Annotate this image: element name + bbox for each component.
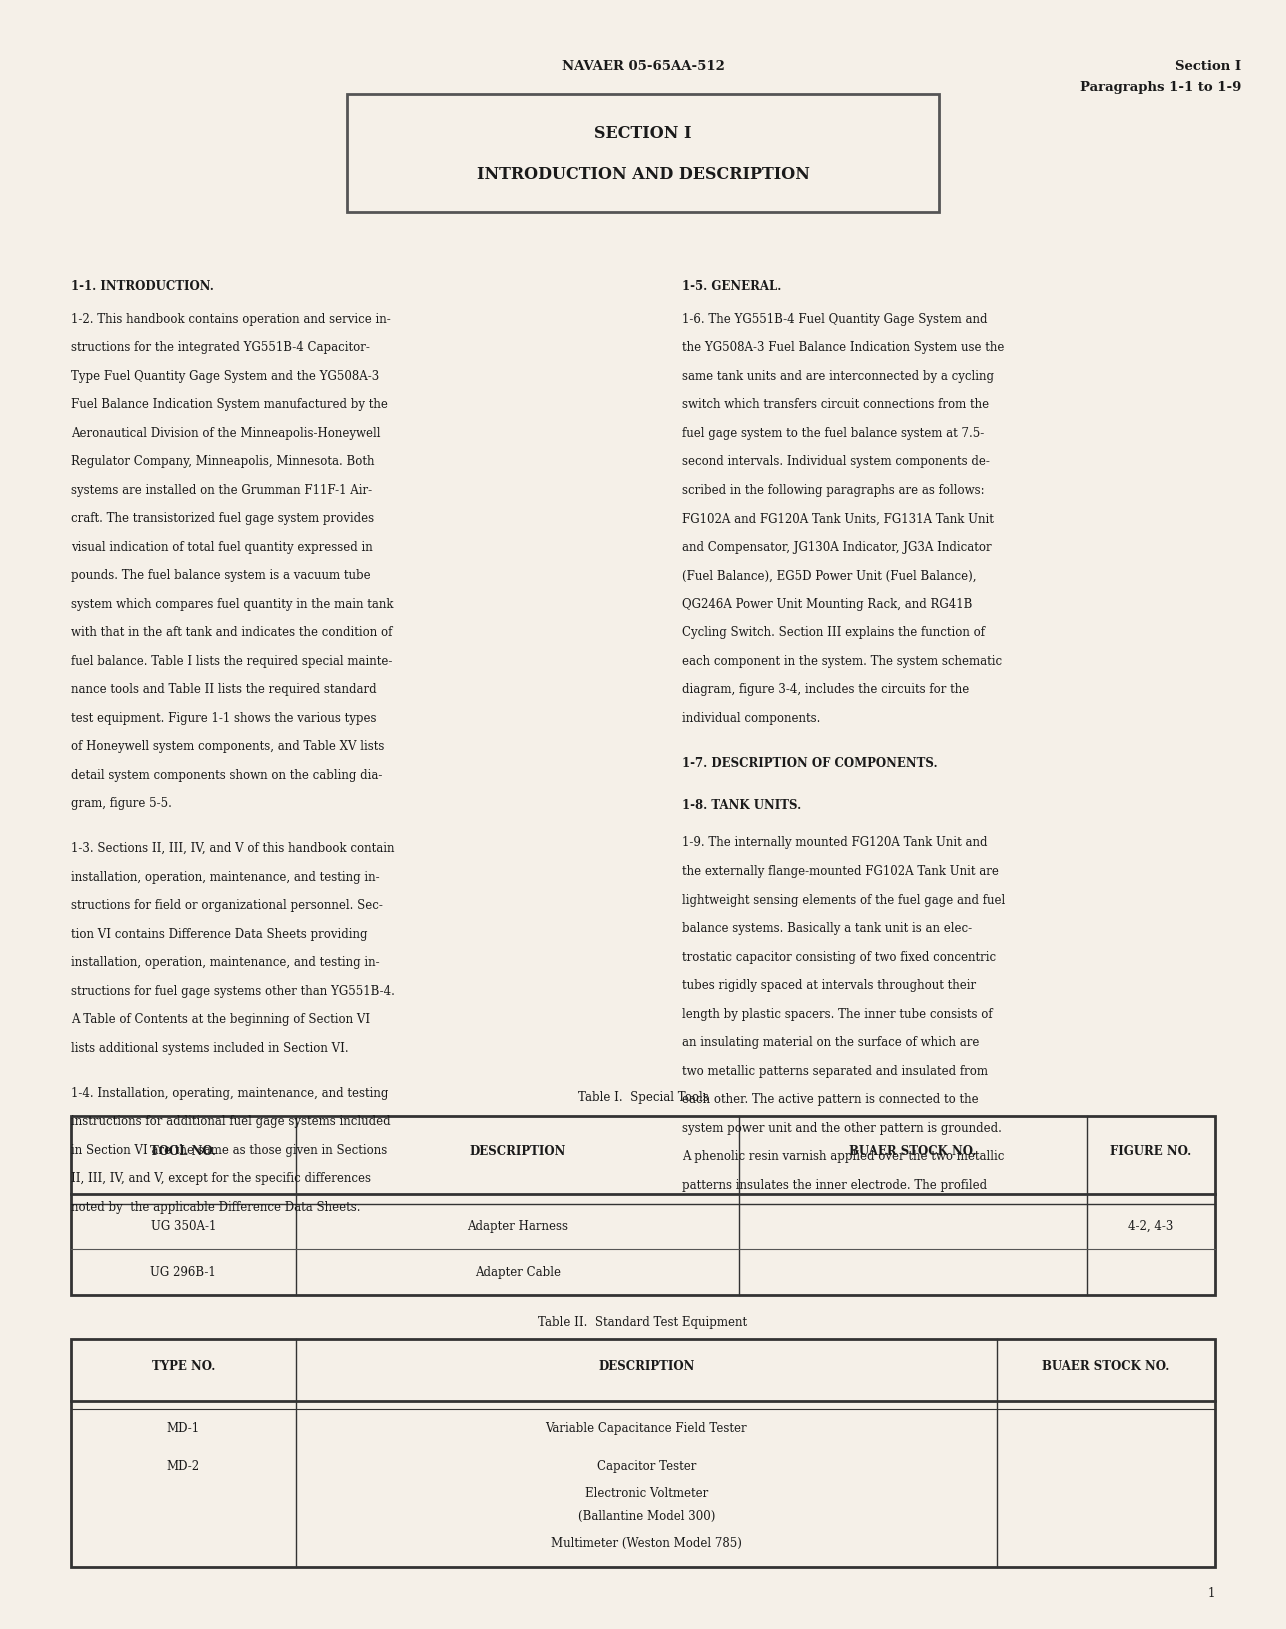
Text: switch which transfers circuit connections from the: switch which transfers circuit connectio…	[682, 397, 989, 411]
Text: each other. The active pattern is connected to the: each other. The active pattern is connec…	[682, 1093, 979, 1106]
Text: Regulator Company, Minneapolis, Minnesota. Both: Regulator Company, Minneapolis, Minnesot…	[71, 454, 374, 468]
Text: 1-2. This handbook contains operation and service in-: 1-2. This handbook contains operation an…	[71, 313, 391, 326]
Text: 1-5. GENERAL.: 1-5. GENERAL.	[682, 280, 781, 293]
Text: NAVAER 05-65AA-512: NAVAER 05-65AA-512	[562, 60, 724, 73]
Text: TOOL NO.: TOOL NO.	[150, 1145, 216, 1158]
Text: DESCRIPTION: DESCRIPTION	[469, 1145, 566, 1158]
Text: II, III, IV, and V, except for the specific differences: II, III, IV, and V, except for the speci…	[71, 1171, 370, 1184]
Text: two metallic patterns separated and insulated from: two metallic patterns separated and insu…	[682, 1064, 988, 1077]
Text: detail system components shown on the cabling dia-: detail system components shown on the ca…	[71, 769, 382, 782]
Text: Section I: Section I	[1175, 60, 1241, 73]
Text: (Ballantine Model 300): (Ballantine Model 300)	[577, 1510, 715, 1523]
Text: Table I.  Special Tools: Table I. Special Tools	[577, 1091, 709, 1104]
Text: the externally flange-mounted FG102A Tank Unit are: the externally flange-mounted FG102A Tan…	[682, 865, 998, 878]
Text: an insulating material on the surface of which are: an insulating material on the surface of…	[682, 1036, 979, 1049]
Text: tubes rigidly spaced at intervals throughout their: tubes rigidly spaced at intervals throug…	[682, 979, 976, 992]
Text: UG 296B-1: UG 296B-1	[150, 1266, 216, 1279]
Text: trostatic capacitor consisting of two fixed concentric: trostatic capacitor consisting of two fi…	[682, 950, 995, 963]
Text: DESCRIPTION: DESCRIPTION	[598, 1360, 694, 1373]
Text: 4-2, 4-3: 4-2, 4-3	[1128, 1220, 1174, 1233]
Text: QG246A Power Unit Mounting Rack, and RG41B: QG246A Power Unit Mounting Rack, and RG4…	[682, 598, 972, 611]
Text: each component in the system. The system schematic: each component in the system. The system…	[682, 655, 1002, 668]
Text: and Compensator, JG130A Indicator, JG3A Indicator: and Compensator, JG130A Indicator, JG3A …	[682, 541, 992, 554]
Text: structions for field or organizational personnel. Sec-: structions for field or organizational p…	[71, 899, 383, 912]
Text: Capacitor Tester: Capacitor Tester	[597, 1460, 696, 1473]
Text: installation, operation, maintenance, and testing in-: installation, operation, maintenance, an…	[71, 956, 379, 969]
Text: second intervals. Individual system components de-: second intervals. Individual system comp…	[682, 454, 989, 468]
Text: fuel balance. Table I lists the required special mainte-: fuel balance. Table I lists the required…	[71, 655, 392, 668]
Text: TYPE NO.: TYPE NO.	[152, 1360, 215, 1373]
Text: 1-9. The internally mounted FG120A Tank Unit and: 1-9. The internally mounted FG120A Tank …	[682, 836, 988, 849]
Text: Table II.  Standard Test Equipment: Table II. Standard Test Equipment	[539, 1316, 747, 1329]
Text: noted by  the applicable Difference Data Sheets.: noted by the applicable Difference Data …	[71, 1201, 360, 1214]
Text: A Table of Contents at the beginning of Section VI: A Table of Contents at the beginning of …	[71, 1013, 370, 1026]
Text: system power unit and the other pattern is grounded.: system power unit and the other pattern …	[682, 1121, 1002, 1134]
Text: Adapter Cable: Adapter Cable	[475, 1266, 561, 1279]
Text: Type Fuel Quantity Gage System and the YG508A-3: Type Fuel Quantity Gage System and the Y…	[71, 370, 379, 383]
Text: BUAER STOCK NO.: BUAER STOCK NO.	[1042, 1360, 1170, 1373]
Text: Variable Capacitance Field Tester: Variable Capacitance Field Tester	[545, 1422, 747, 1435]
Text: FG102A and FG120A Tank Units, FG131A Tank Unit: FG102A and FG120A Tank Units, FG131A Tan…	[682, 512, 994, 525]
Text: lists additional systems included in Section VI.: lists additional systems included in Sec…	[71, 1041, 349, 1054]
Text: fuel gage system to the fuel balance system at 7.5-: fuel gage system to the fuel balance sys…	[682, 427, 984, 440]
Text: test equipment. Figure 1-1 shows the various types: test equipment. Figure 1-1 shows the var…	[71, 712, 377, 725]
Text: 1-1. INTRODUCTION.: 1-1. INTRODUCTION.	[71, 280, 213, 293]
Bar	[347, 94, 939, 212]
Text: diagram, figure 3-4, includes the circuits for the: diagram, figure 3-4, includes the circui…	[682, 683, 968, 696]
Text: installation, operation, maintenance, and testing in-: installation, operation, maintenance, an…	[71, 870, 379, 883]
Text: visual indication of total fuel quantity expressed in: visual indication of total fuel quantity…	[71, 541, 373, 554]
Text: SECTION I: SECTION I	[594, 125, 692, 142]
Text: 1-4. Installation, operating, maintenance, and testing: 1-4. Installation, operating, maintenanc…	[71, 1087, 388, 1100]
Text: length by plastic spacers. The inner tube consists of: length by plastic spacers. The inner tub…	[682, 1007, 993, 1020]
Text: Paragraphs 1-1 to 1-9: Paragraphs 1-1 to 1-9	[1080, 81, 1241, 94]
Text: 1-6. The YG551B-4 Fuel Quantity Gage System and: 1-6. The YG551B-4 Fuel Quantity Gage Sys…	[682, 313, 988, 326]
Text: nance tools and Table II lists the required standard: nance tools and Table II lists the requi…	[71, 683, 377, 696]
Bar	[71, 1116, 1215, 1295]
Text: same tank units and are interconnected by a cycling: same tank units and are interconnected b…	[682, 370, 994, 383]
Text: MD-2: MD-2	[167, 1460, 199, 1473]
Text: in Section VI are the same as those given in Sections: in Section VI are the same as those give…	[71, 1144, 387, 1157]
Text: 1-3. Sections II, III, IV, and V of this handbook contain: 1-3. Sections II, III, IV, and V of this…	[71, 842, 395, 855]
Text: balance systems. Basically a tank unit is an elec-: balance systems. Basically a tank unit i…	[682, 922, 972, 935]
Text: 1-8. TANK UNITS.: 1-8. TANK UNITS.	[682, 800, 801, 813]
Text: (Fuel Balance), EG5D Power Unit (Fuel Balance),: (Fuel Balance), EG5D Power Unit (Fuel Ba…	[682, 569, 976, 582]
Text: 1-7. DESCRIPTION OF COMPONENTS.: 1-7. DESCRIPTION OF COMPONENTS.	[682, 756, 937, 769]
Text: structions for the integrated YG551B-4 Capacitor-: structions for the integrated YG551B-4 C…	[71, 340, 369, 353]
Text: scribed in the following paragraphs are as follows:: scribed in the following paragraphs are …	[682, 484, 984, 497]
Text: lightweight sensing elements of the fuel gage and fuel: lightweight sensing elements of the fuel…	[682, 893, 1004, 906]
Text: Fuel Balance Indication System manufactured by the: Fuel Balance Indication System manufactu…	[71, 397, 387, 411]
Text: system which compares fuel quantity in the main tank: system which compares fuel quantity in t…	[71, 598, 394, 611]
Bar	[71, 1339, 1215, 1567]
Text: with that in the aft tank and indicates the condition of: with that in the aft tank and indicates …	[71, 626, 392, 639]
Text: A phenolic resin varnish applied over the two metallic: A phenolic resin varnish applied over th…	[682, 1150, 1004, 1163]
Text: structions for fuel gage systems other than YG551B-4.: structions for fuel gage systems other t…	[71, 984, 395, 997]
Text: pounds. The fuel balance system is a vacuum tube: pounds. The fuel balance system is a vac…	[71, 569, 370, 582]
Text: patterns insulates the inner electrode. The profiled: patterns insulates the inner electrode. …	[682, 1178, 986, 1191]
Text: INTRODUCTION AND DESCRIPTION: INTRODUCTION AND DESCRIPTION	[477, 166, 809, 182]
Text: of Honeywell system components, and Table XV lists: of Honeywell system components, and Tabl…	[71, 740, 385, 753]
Text: FIGURE NO.: FIGURE NO.	[1110, 1145, 1192, 1158]
Text: Electronic Voltmeter: Electronic Voltmeter	[585, 1487, 707, 1500]
Text: UG 350A-1: UG 350A-1	[150, 1220, 216, 1233]
Text: Adapter Harness: Adapter Harness	[467, 1220, 568, 1233]
Text: MD-1: MD-1	[167, 1422, 199, 1435]
Text: gram, figure 5-5.: gram, figure 5-5.	[71, 797, 171, 810]
Text: Multimeter (Weston Model 785): Multimeter (Weston Model 785)	[550, 1536, 742, 1549]
Text: craft. The transistorized fuel gage system provides: craft. The transistorized fuel gage syst…	[71, 512, 374, 525]
Text: systems are installed on the Grumman F11F-1 Air-: systems are installed on the Grumman F11…	[71, 484, 372, 497]
Text: Aeronautical Division of the Minneapolis-Honeywell: Aeronautical Division of the Minneapolis…	[71, 427, 381, 440]
Text: 1: 1	[1208, 1587, 1215, 1600]
Text: BUAER STOCK NO.: BUAER STOCK NO.	[849, 1145, 977, 1158]
Text: the YG508A-3 Fuel Balance Indication System use the: the YG508A-3 Fuel Balance Indication Sys…	[682, 340, 1004, 353]
Text: Cycling Switch. Section III explains the function of: Cycling Switch. Section III explains the…	[682, 626, 985, 639]
Text: individual components.: individual components.	[682, 712, 820, 725]
Text: tion VI contains Difference Data Sheets providing: tion VI contains Difference Data Sheets …	[71, 927, 368, 940]
Text: instructions for additional fuel gage systems included: instructions for additional fuel gage sy…	[71, 1114, 391, 1127]
